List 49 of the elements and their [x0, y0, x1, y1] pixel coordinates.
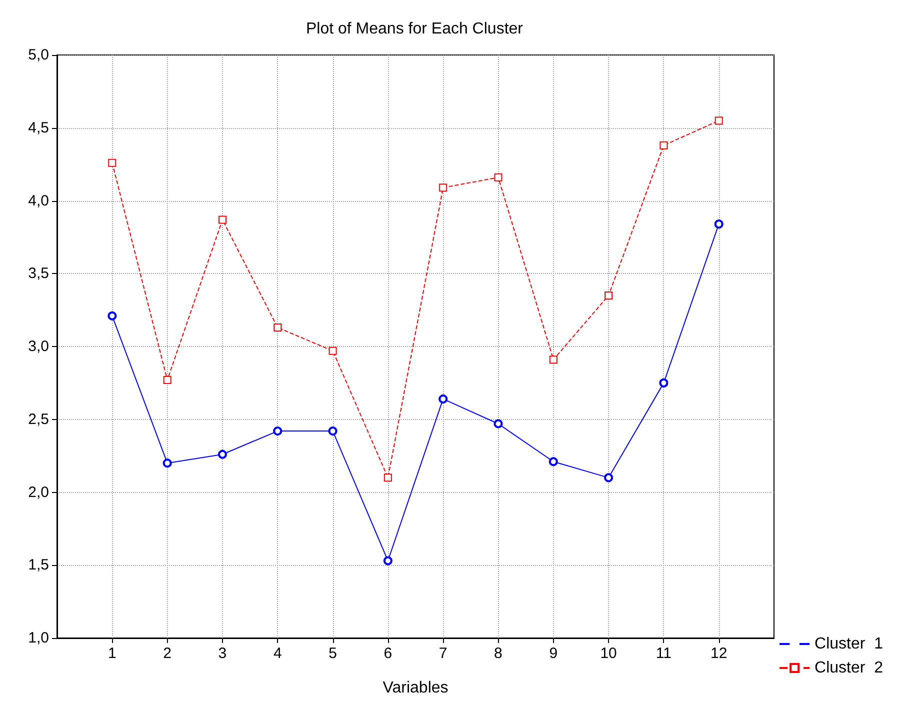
- x-tick-label: 10: [600, 645, 617, 662]
- y-tick-label: 2,0: [28, 484, 49, 501]
- point: [108, 311, 117, 320]
- x-tick-label: 3: [218, 645, 227, 662]
- point: [604, 291, 613, 300]
- x-tick-label: 5: [328, 645, 337, 662]
- x-tick-label: 8: [494, 645, 502, 662]
- x-tick-label: 6: [384, 645, 392, 662]
- x-tick-label: 1: [108, 645, 116, 662]
- point: [438, 394, 448, 404]
- point: [162, 458, 172, 468]
- y-tick-label: 3,0: [28, 338, 49, 355]
- point: [548, 457, 558, 466]
- y-tick-label: 1,0: [28, 630, 49, 646]
- point: [328, 346, 337, 355]
- point: [108, 158, 116, 167]
- chart-title: Plot of Means for Each Cluster: [306, 20, 524, 38]
- legend-label: Cluster 1: [814, 636, 884, 652]
- point: [384, 474, 392, 482]
- x-tick-label: 11: [656, 645, 672, 662]
- y-tick-label: 2,5: [28, 410, 49, 428]
- x-tick-label: 12: [710, 645, 728, 662]
- y-tick-label: 5,0: [28, 46, 49, 64]
- x-tick-label: 2: [163, 645, 172, 662]
- point: [604, 473, 614, 482]
- legend-label: Cluster 2: [814, 660, 884, 676]
- point: [328, 426, 338, 436]
- y-tick-label: 3,5: [28, 265, 49, 282]
- point: [383, 556, 392, 566]
- y-tick-label: 4,0: [28, 192, 49, 210]
- x-axis-title: Variables: [382, 680, 448, 696]
- point: [273, 426, 282, 436]
- x-tick-label: 9: [549, 645, 558, 662]
- x-tick-label: 4: [273, 645, 282, 662]
- y-tick-label: 4,5: [28, 119, 49, 136]
- point: [163, 376, 172, 384]
- point: [218, 216, 226, 224]
- point: [659, 378, 668, 388]
- point: [660, 141, 668, 150]
- point: [218, 450, 227, 459]
- y-tick-label: 1,5: [28, 556, 49, 574]
- point: [274, 324, 282, 332]
- x-tick-label: 7: [438, 645, 448, 662]
- point: [714, 220, 724, 229]
- point: [439, 184, 448, 192]
- point: [714, 116, 723, 125]
- point: [549, 356, 558, 364]
- point: [494, 173, 502, 182]
- point: [494, 419, 503, 428]
